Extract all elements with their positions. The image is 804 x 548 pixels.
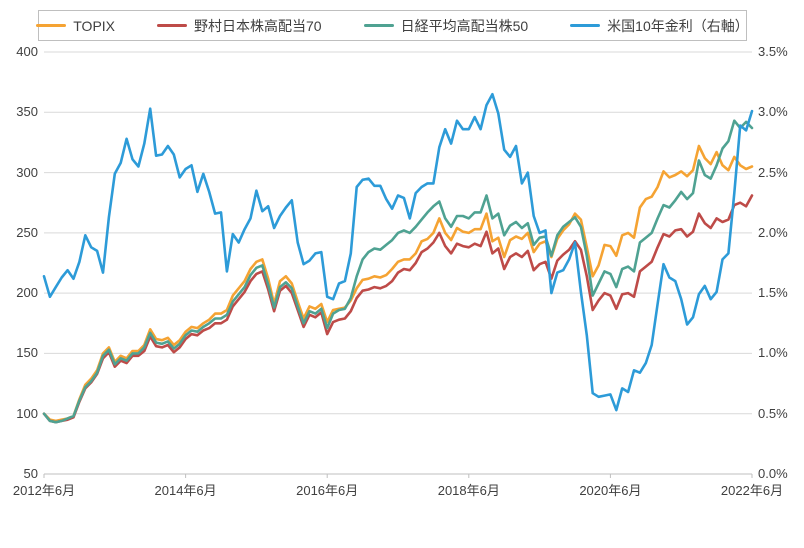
left-axis-tick-label: 250 (16, 224, 38, 240)
legend-item-nikkei-high-dividend-50: 日経平均高配当株50 (363, 16, 529, 36)
right-axis-tick-label: 0.5% (758, 405, 788, 421)
left-axis-tick-label: 50 (23, 466, 38, 481)
legend-swatch-nikkei-high-dividend-50-icon (363, 24, 394, 27)
left-axis-tick-label: 100 (16, 405, 38, 421)
series-line-1 (42, 194, 754, 424)
right-axis-tick-label: 2.5% (758, 164, 788, 180)
legend-swatch-us-10y-rate-icon (570, 24, 601, 27)
legend-item-us-10y-rate: 米国10年金利（右軸） (570, 16, 749, 36)
legend-item-nomura-high-dividend-70: 野村日本株高配当70 (157, 16, 322, 36)
left-axis-tick-label: 400 (16, 44, 38, 59)
legend-swatch-topix-icon (36, 24, 67, 27)
legend-label-nomura-high-dividend-70: 野村日本株高配当70 (194, 17, 322, 34)
right-axis-tick-label: 1.5% (758, 285, 788, 301)
series-line-3 (42, 92, 754, 412)
legend: TOPIX 野村日本株高配当70 日経平均高配当株50 米国10年金利（右軸） (36, 10, 749, 41)
right-axis-tick-label: 3.5% (758, 44, 788, 59)
series-line-2 (42, 119, 754, 424)
x-axis-tick-label: 2012年6月 (12, 483, 76, 498)
right-axis-tick-label: 0.0% (758, 466, 788, 481)
series-line-0 (42, 144, 754, 423)
left-axis-tick-label: 350 (16, 104, 38, 120)
x-axis-tick-label: 2018年6月 (437, 483, 500, 498)
legend-item-topix: TOPIX (36, 18, 115, 34)
legend-label-topix: TOPIX (73, 17, 116, 34)
right-axis-tick-label: 2.0% (758, 224, 788, 240)
x-axis-tick-label: 2022年6月 (720, 483, 784, 498)
x-axis-tick-label: 2020年6月 (579, 483, 642, 498)
left-axis-tick-label: 150 (16, 345, 38, 361)
legend-label-nikkei-high-dividend-50: 日経平均高配当株50 (400, 17, 529, 34)
left-axis-tick-label: 200 (16, 285, 38, 301)
legend-label-us-10y-rate: 米国10年金利（右軸） (607, 17, 749, 34)
x-axis-tick-label: 2014年6月 (154, 483, 217, 498)
right-axis-tick-label: 1.0% (758, 345, 788, 361)
right-axis-tick-label: 3.0% (758, 104, 788, 120)
legend-swatch-nomura-high-dividend-70-icon (157, 24, 188, 27)
left-axis-tick-label: 300 (16, 164, 38, 180)
x-axis-tick-label: 2016年6月 (296, 483, 359, 498)
